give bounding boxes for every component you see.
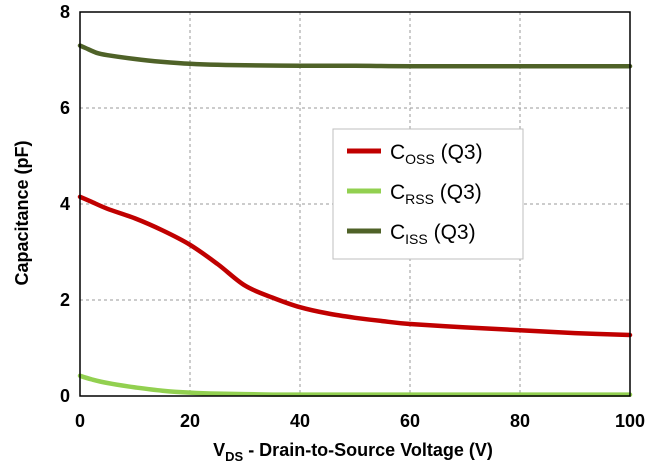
y-axis-title: Capacitance (pF): [12, 140, 32, 285]
legend-label-rest: (Q3): [428, 221, 476, 244]
x-axis-title-sub: DS: [225, 449, 243, 464]
legend-label-oss: COSS (Q3): [390, 141, 483, 167]
x-tick-label: 100: [615, 411, 645, 431]
x-tick-labels: 0 20 40 60 80 100: [75, 411, 645, 431]
y-tick-labels: 0 2 4 6 8: [60, 2, 70, 406]
y-tick-label: 0: [60, 386, 70, 406]
legend-label-iss: CISS (Q3): [390, 221, 476, 247]
legend-items: COSS (Q3)CRSS (Q3)CISS (Q3): [347, 141, 483, 247]
legend-label-sub: ISS: [405, 231, 428, 247]
legend-label-main: C: [390, 221, 405, 244]
legend-label-sub: OSS: [405, 151, 435, 167]
legend-label-rest: (Q3): [435, 141, 483, 164]
legend-label-rss: CRSS (Q3): [390, 181, 482, 207]
x-tick-label: 0: [75, 411, 85, 431]
series-line-rss: [77, 373, 633, 397]
x-tick-label: 60: [400, 411, 420, 431]
legend-label-main: C: [390, 141, 405, 164]
legend: COSS (Q3)CRSS (Q3)CISS (Q3): [332, 128, 524, 260]
series-line-oss: [77, 194, 633, 338]
plot-frame: [79, 11, 631, 397]
x-tick-label: 20: [180, 411, 200, 431]
y-tick-label: 6: [60, 98, 70, 118]
y-tick-label: 8: [60, 2, 70, 22]
x-axis-title-rest: - Drain-to-Source Voltage (V): [243, 440, 493, 460]
legend-label-sub: RSS: [405, 191, 434, 207]
legend-label-main: C: [390, 181, 405, 204]
series-line-iss: [77, 43, 633, 69]
series-lines: [77, 43, 633, 397]
x-axis-title-main: V: [213, 440, 225, 460]
x-axis-title: VDS - Drain-to-Source Voltage (V): [213, 440, 493, 464]
y-tick-label: 4: [60, 194, 70, 214]
x-tick-label: 80: [510, 411, 530, 431]
y-tick-label: 2: [60, 290, 70, 310]
legend-label-rest: (Q3): [434, 181, 482, 204]
x-tick-label: 40: [290, 411, 310, 431]
